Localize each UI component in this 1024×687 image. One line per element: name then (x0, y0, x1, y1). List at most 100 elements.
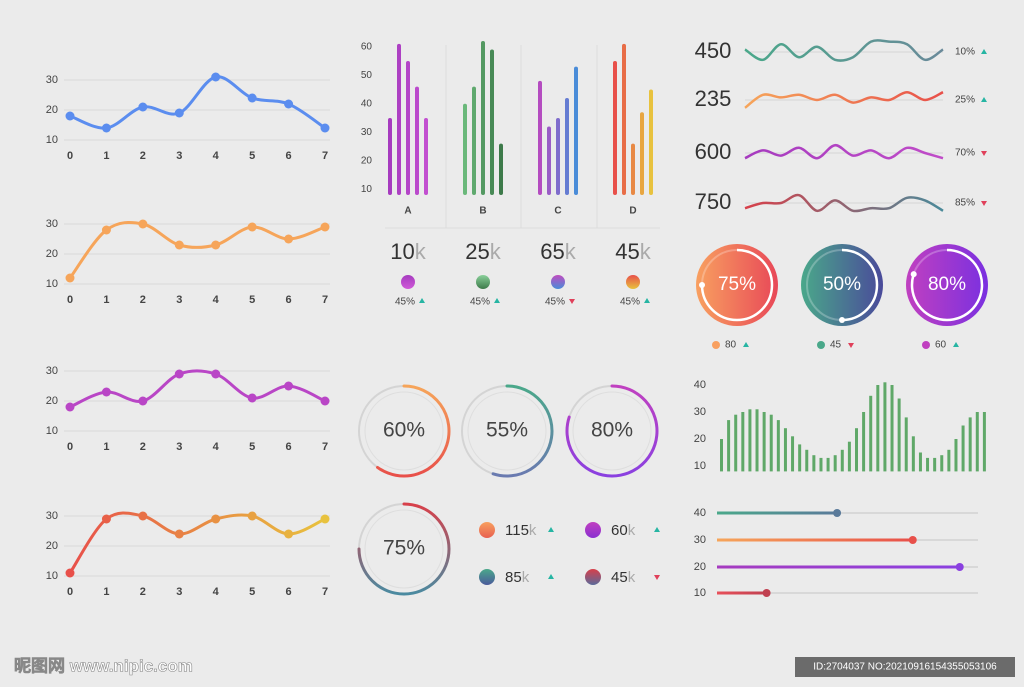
legend-dot (712, 341, 720, 349)
stat-number: 65 (540, 239, 564, 264)
legend-unit: k (529, 522, 537, 539)
stat-unit: k (640, 239, 652, 264)
point (138, 396, 148, 406)
y-tick-label: 20 (46, 540, 58, 552)
point (247, 511, 257, 521)
legend-value: 115k (505, 522, 537, 539)
trend-arrow (494, 298, 500, 303)
image-id: ID:2704037 NO:20210916154355053106 (813, 662, 997, 673)
y-tick-label: 10 (46, 425, 58, 437)
stat-number: 10 (390, 239, 414, 264)
sparkline (744, 39, 944, 62)
gauge-knob (699, 282, 705, 288)
bar (791, 436, 795, 472)
gauge-disc (696, 244, 778, 326)
bar (961, 425, 965, 472)
bar (826, 457, 830, 472)
legend-dot (479, 569, 495, 585)
slider-knob (833, 509, 842, 517)
ring-arc (565, 384, 659, 478)
legend-value: 60k (611, 522, 636, 539)
bar (574, 66, 578, 196)
stat-dot (401, 275, 415, 289)
point (174, 369, 184, 379)
stat-value: 65k (540, 239, 576, 264)
slider-fill (717, 591, 767, 595)
slider-label: 10 (694, 587, 706, 599)
sparkline (744, 143, 944, 160)
point (320, 514, 330, 524)
point (174, 240, 184, 250)
bar (748, 409, 752, 472)
bar (840, 449, 844, 472)
x-tick-label: 4 (213, 586, 220, 598)
bar (741, 412, 745, 472)
x-tick-label: 3 (176, 150, 182, 162)
bar (649, 89, 653, 195)
bar (982, 412, 986, 472)
x-tick-label: 6 (286, 441, 292, 453)
ring-inner (467, 391, 547, 471)
bar (499, 143, 503, 195)
stat-unit: k (415, 239, 427, 264)
x-tick-label: 5 (249, 294, 255, 306)
stat-unit: k (565, 239, 577, 264)
stat-dot (551, 275, 565, 289)
y-tick-label: 50 (361, 70, 373, 81)
gauge-arc (910, 248, 984, 322)
bar (720, 439, 723, 472)
ring-label: 60% (383, 419, 425, 442)
point (284, 381, 294, 391)
point (101, 225, 111, 235)
slider-fill (717, 538, 913, 542)
bar (538, 80, 542, 195)
series-name: 235 (695, 86, 732, 111)
id-bar (795, 657, 1015, 677)
bar (883, 382, 887, 472)
y-tick-label: 40 (361, 98, 373, 109)
legend-value: 45k (611, 569, 636, 586)
stat-dot (476, 275, 490, 289)
legend-unit: k (628, 522, 636, 539)
ring-label: 55% (486, 419, 528, 442)
y-tick-label: 30 (46, 74, 58, 86)
group-label: B (479, 206, 486, 217)
point (247, 93, 257, 103)
point (247, 222, 257, 232)
slider-label: 40 (694, 507, 706, 519)
point (284, 234, 294, 244)
bar (424, 118, 428, 195)
bar (975, 412, 979, 472)
legend-number: 60 (611, 522, 628, 539)
group-label: C (554, 206, 561, 217)
bar (862, 412, 866, 472)
x-tick-label: 6 (286, 294, 292, 306)
x-tick-label: 1 (103, 586, 109, 598)
legend-unit: k (628, 569, 636, 586)
bar (755, 409, 759, 472)
x-tick-label: 3 (176, 586, 182, 598)
x-tick-label: 1 (103, 294, 109, 306)
trend-arrow (953, 342, 959, 347)
y-tick-label: 10 (694, 460, 706, 472)
bar (890, 385, 894, 472)
ring-inner (364, 391, 444, 471)
trend-arrow (981, 97, 987, 102)
x-tick-label: 5 (249, 441, 255, 453)
x-tick-label: 7 (322, 441, 328, 453)
legend-value: 45 (830, 340, 842, 351)
bar (727, 420, 731, 472)
gauge-disc (906, 244, 988, 326)
y-tick-label: 20 (46, 104, 58, 116)
y-tick-label: 20 (694, 433, 706, 445)
y-tick-label: 30 (46, 218, 58, 230)
bar (918, 452, 922, 472)
legend-value: 80 (725, 340, 737, 351)
x-tick-label: 6 (286, 586, 292, 598)
bar (876, 385, 880, 472)
stat-change: 45% (545, 297, 565, 308)
point (211, 240, 221, 250)
bar (565, 98, 569, 195)
y-tick-label: 30 (46, 365, 58, 377)
trend-arrow (569, 299, 575, 304)
